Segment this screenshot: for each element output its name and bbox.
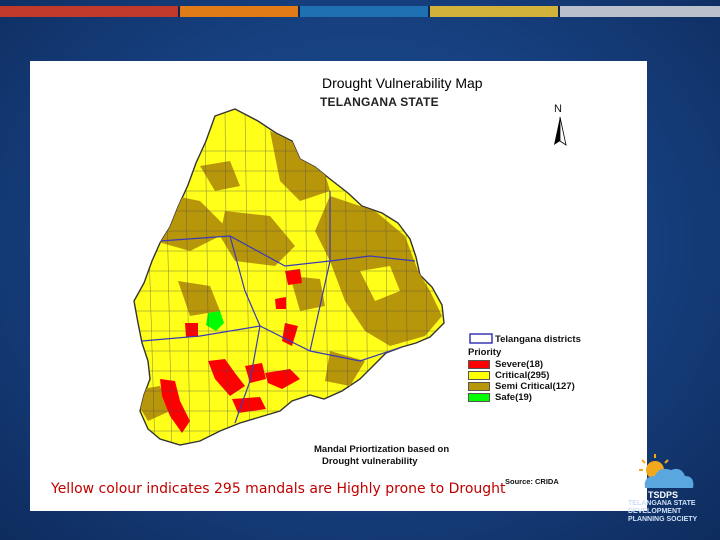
- drought-note: Yellow colour indicates 295 mandals are …: [51, 481, 506, 497]
- map-title: Drought Vulnerability Map: [322, 75, 483, 91]
- legend-swatch-safe: [468, 393, 490, 402]
- legend-heading: Priority: [468, 347, 502, 358]
- legend-boundary-row: Telangana districts: [468, 334, 581, 345]
- safe-regions: [206, 311, 224, 331]
- north-label: N: [554, 103, 562, 115]
- caption-line-2: Drought vulnerability: [322, 456, 418, 467]
- telangana-map: [133, 108, 567, 446]
- legend-item-semi-critical: Semi Critical(127): [468, 381, 581, 392]
- legend-label-severe: Severe(18): [495, 359, 544, 370]
- north-arrow: [554, 116, 567, 146]
- map-source: Source: CRIDA: [505, 477, 559, 486]
- legend-label-safe: Safe(19): [495, 392, 532, 403]
- caption-line-1: Mandal Priortization based on: [314, 444, 450, 455]
- org-name: TELANGANA STATE DEVELOPMENT PLANNING SOC…: [628, 500, 720, 524]
- org-abbreviation: TSDPS: [648, 490, 679, 500]
- legend-swatch-severe: [468, 360, 490, 369]
- legend-label-critical: Critical(295): [495, 370, 550, 381]
- accent-segment-blue: [300, 6, 428, 17]
- accent-bar: [0, 6, 720, 17]
- accent-segment-grey: [560, 6, 720, 17]
- org-name-line-3: PLANNING SOCIETY: [628, 516, 698, 523]
- accent-segment-orange: [180, 6, 298, 17]
- legend-item-critical: Critical(295): [468, 370, 581, 381]
- accent-segment-yellow: [430, 6, 558, 17]
- legend-item-severe: Severe(18): [468, 359, 581, 370]
- legend-swatch-semi-critical: [468, 382, 490, 391]
- map-caption: Mandal Priortization based on Drought vu…: [314, 444, 449, 468]
- legend-item-safe: Safe(19): [468, 392, 581, 403]
- map-legend: Telangana districts Priority Severe(18) …: [468, 334, 581, 403]
- legend-boundary-swatch: [469, 333, 493, 344]
- sun-cloud-logo-icon: [639, 454, 694, 488]
- legend-label-semi-critical: Semi Critical(127): [495, 381, 575, 392]
- map-panel: Drought Vulnerability Map TELANGANA STAT…: [30, 61, 647, 511]
- legend-boundary-label: Telangana districts: [495, 334, 581, 345]
- org-name-line-1: TELANGANA STATE: [628, 500, 696, 507]
- map-subtitle: TELANGANA STATE: [320, 95, 439, 109]
- mandal-boundaries: [134, 110, 444, 445]
- org-name-line-2: DEVELOPMENT: [628, 508, 682, 515]
- accent-segment-red: [0, 6, 178, 17]
- district-boundaries: [141, 191, 416, 424]
- legend-swatch-critical: [468, 371, 490, 380]
